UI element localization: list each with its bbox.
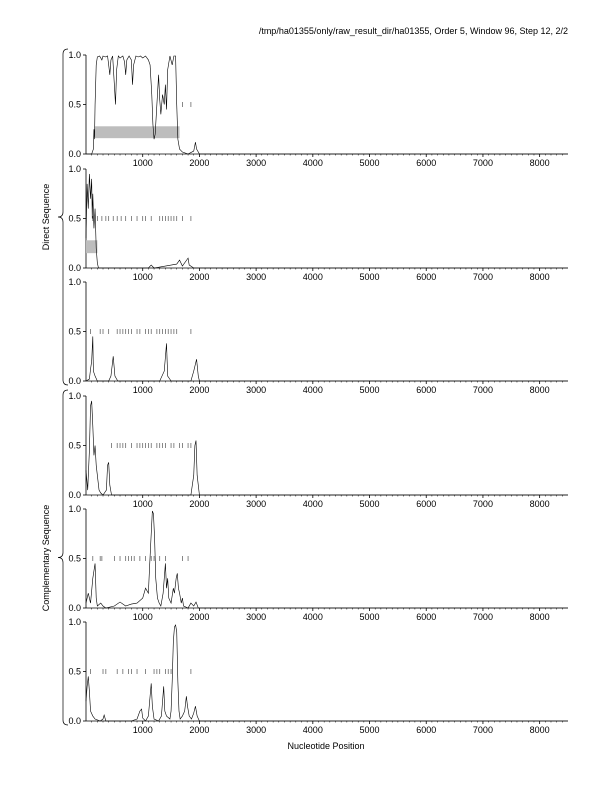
x-tick-label: 8000 <box>530 725 550 735</box>
x-tick-label: 6000 <box>416 385 436 395</box>
x-tick-label: 5000 <box>360 725 380 735</box>
x-tick-label: 1000 <box>133 385 153 395</box>
panel-1: 0.0 0.5 1.0 1000 2000 3000 4000 5000 6000 7000 800… <box>68 50 568 168</box>
x-tick-label: 4000 <box>303 385 323 395</box>
x-tick-label: 1000 <box>133 612 153 622</box>
y-tick-label: 1.0 <box>68 277 81 287</box>
y-tick-label: 0.0 <box>68 263 81 273</box>
x-axis-label: Nucleotide Position <box>287 741 365 751</box>
x-tick-label: 6000 <box>416 272 436 282</box>
data-line <box>86 55 568 155</box>
x-tick-label: 3000 <box>246 499 266 509</box>
y-tick-label: 0.0 <box>68 490 81 500</box>
x-tick-label: 8000 <box>530 158 550 168</box>
x-tick-label: 2000 <box>189 612 209 622</box>
group-label-direct: Direct Sequence <box>41 183 51 251</box>
x-tick-label: 3000 <box>246 272 266 282</box>
x-tick-label: 6000 <box>416 158 436 168</box>
y-tick-label: 1.0 <box>68 164 81 174</box>
group-brace-direct <box>57 48 69 386</box>
y-tick-label: 0.0 <box>68 603 81 613</box>
x-tick-label: 4000 <box>303 158 323 168</box>
y-tick-label: 0.0 <box>68 376 81 386</box>
x-tick-label: 8000 <box>530 499 550 509</box>
x-tick-label: 4000 <box>303 272 323 282</box>
x-tick-label: 1000 <box>133 272 153 282</box>
y-tick-label: 1.0 <box>68 504 81 514</box>
data-line <box>85 624 568 722</box>
y-tick-label: 1.0 <box>68 391 81 401</box>
x-tick-label: 1000 <box>133 725 153 735</box>
x-tick-label: 7000 <box>473 385 493 395</box>
x-tick-label: 5000 <box>360 499 380 509</box>
y-tick-label: 1.0 <box>68 617 81 627</box>
x-tick-label: 1000 <box>133 158 153 168</box>
panel-2: 0.0 0.5 1.0 1000 2000 3000 4000 5000 6000 7000 800… <box>68 164 568 282</box>
page-title: /tmp/ha01355/only/raw_result_dir/ha01355… <box>258 26 568 36</box>
x-tick-label: 6000 <box>416 612 436 622</box>
x-tick-label: 6000 <box>416 725 436 735</box>
y-tick-label: 0.5 <box>68 554 81 564</box>
x-tick-label: 7000 <box>473 499 493 509</box>
x-tick-label: 7000 <box>473 725 493 735</box>
panel-5: 0.0 0.5 1.0 1000 2000 3000 4000 5000 6000 7000 800… <box>68 504 568 622</box>
group-label-complementary: Complementary Sequence <box>41 504 51 611</box>
panel-6: 0.0 0.5 1.0 1000 2000 3000 4000 5000 6000 7000 800… <box>68 617 568 735</box>
x-tick-label: 2000 <box>189 725 209 735</box>
x-tick-label: 2000 <box>189 499 209 509</box>
x-tick-label: 4000 <box>303 612 323 622</box>
x-tick-label: 8000 <box>530 385 550 395</box>
x-tick-label: 7000 <box>473 158 493 168</box>
x-tick-label: 4000 <box>303 499 323 509</box>
x-tick-label: 8000 <box>530 272 550 282</box>
group-brace-complementary <box>57 389 69 726</box>
x-tick-label: 5000 <box>360 612 380 622</box>
x-tick-label: 5000 <box>360 272 380 282</box>
y-tick-label: 0.0 <box>68 149 81 159</box>
y-tick-label: 1.0 <box>68 50 81 60</box>
x-tick-label: 3000 <box>246 612 266 622</box>
x-tick-label: 2000 <box>189 158 209 168</box>
x-tick-label: 4000 <box>303 725 323 735</box>
data-line <box>85 400 568 496</box>
y-tick-label: 0.5 <box>68 667 81 677</box>
x-tick-label: 7000 <box>473 272 493 282</box>
y-tick-label: 0.5 <box>68 214 81 224</box>
data-line <box>85 336 568 382</box>
x-tick-label: 1000 <box>133 499 153 509</box>
data-line <box>85 510 568 609</box>
data-line <box>85 173 568 269</box>
y-tick-label: 0.5 <box>68 327 81 337</box>
x-tick-label: 8000 <box>530 612 550 622</box>
y-tick-label: 0.0 <box>68 716 81 726</box>
x-tick-label: 7000 <box>473 612 493 622</box>
x-tick-label: 3000 <box>246 385 266 395</box>
x-tick-label: 5000 <box>360 385 380 395</box>
y-tick-label: 0.5 <box>68 441 81 451</box>
highlight-bar <box>86 240 98 254</box>
x-tick-label: 3000 <box>246 158 266 168</box>
y-tick-label: 0.5 <box>68 100 81 110</box>
x-tick-label: 3000 <box>246 725 266 735</box>
x-tick-label: 2000 <box>189 272 209 282</box>
panel-3: 0.0 0.5 1.0 1000 2000 3000 4000 5000 6000 7000 800… <box>68 277 568 395</box>
x-tick-label: 6000 <box>416 499 436 509</box>
panel-4: 0.0 0.5 1.0 1000 2000 3000 4000 5000 6000 7000 800… <box>68 391 568 509</box>
x-tick-label: 5000 <box>360 158 380 168</box>
highlight-bar <box>94 126 180 139</box>
x-tick-label: 2000 <box>189 385 209 395</box>
